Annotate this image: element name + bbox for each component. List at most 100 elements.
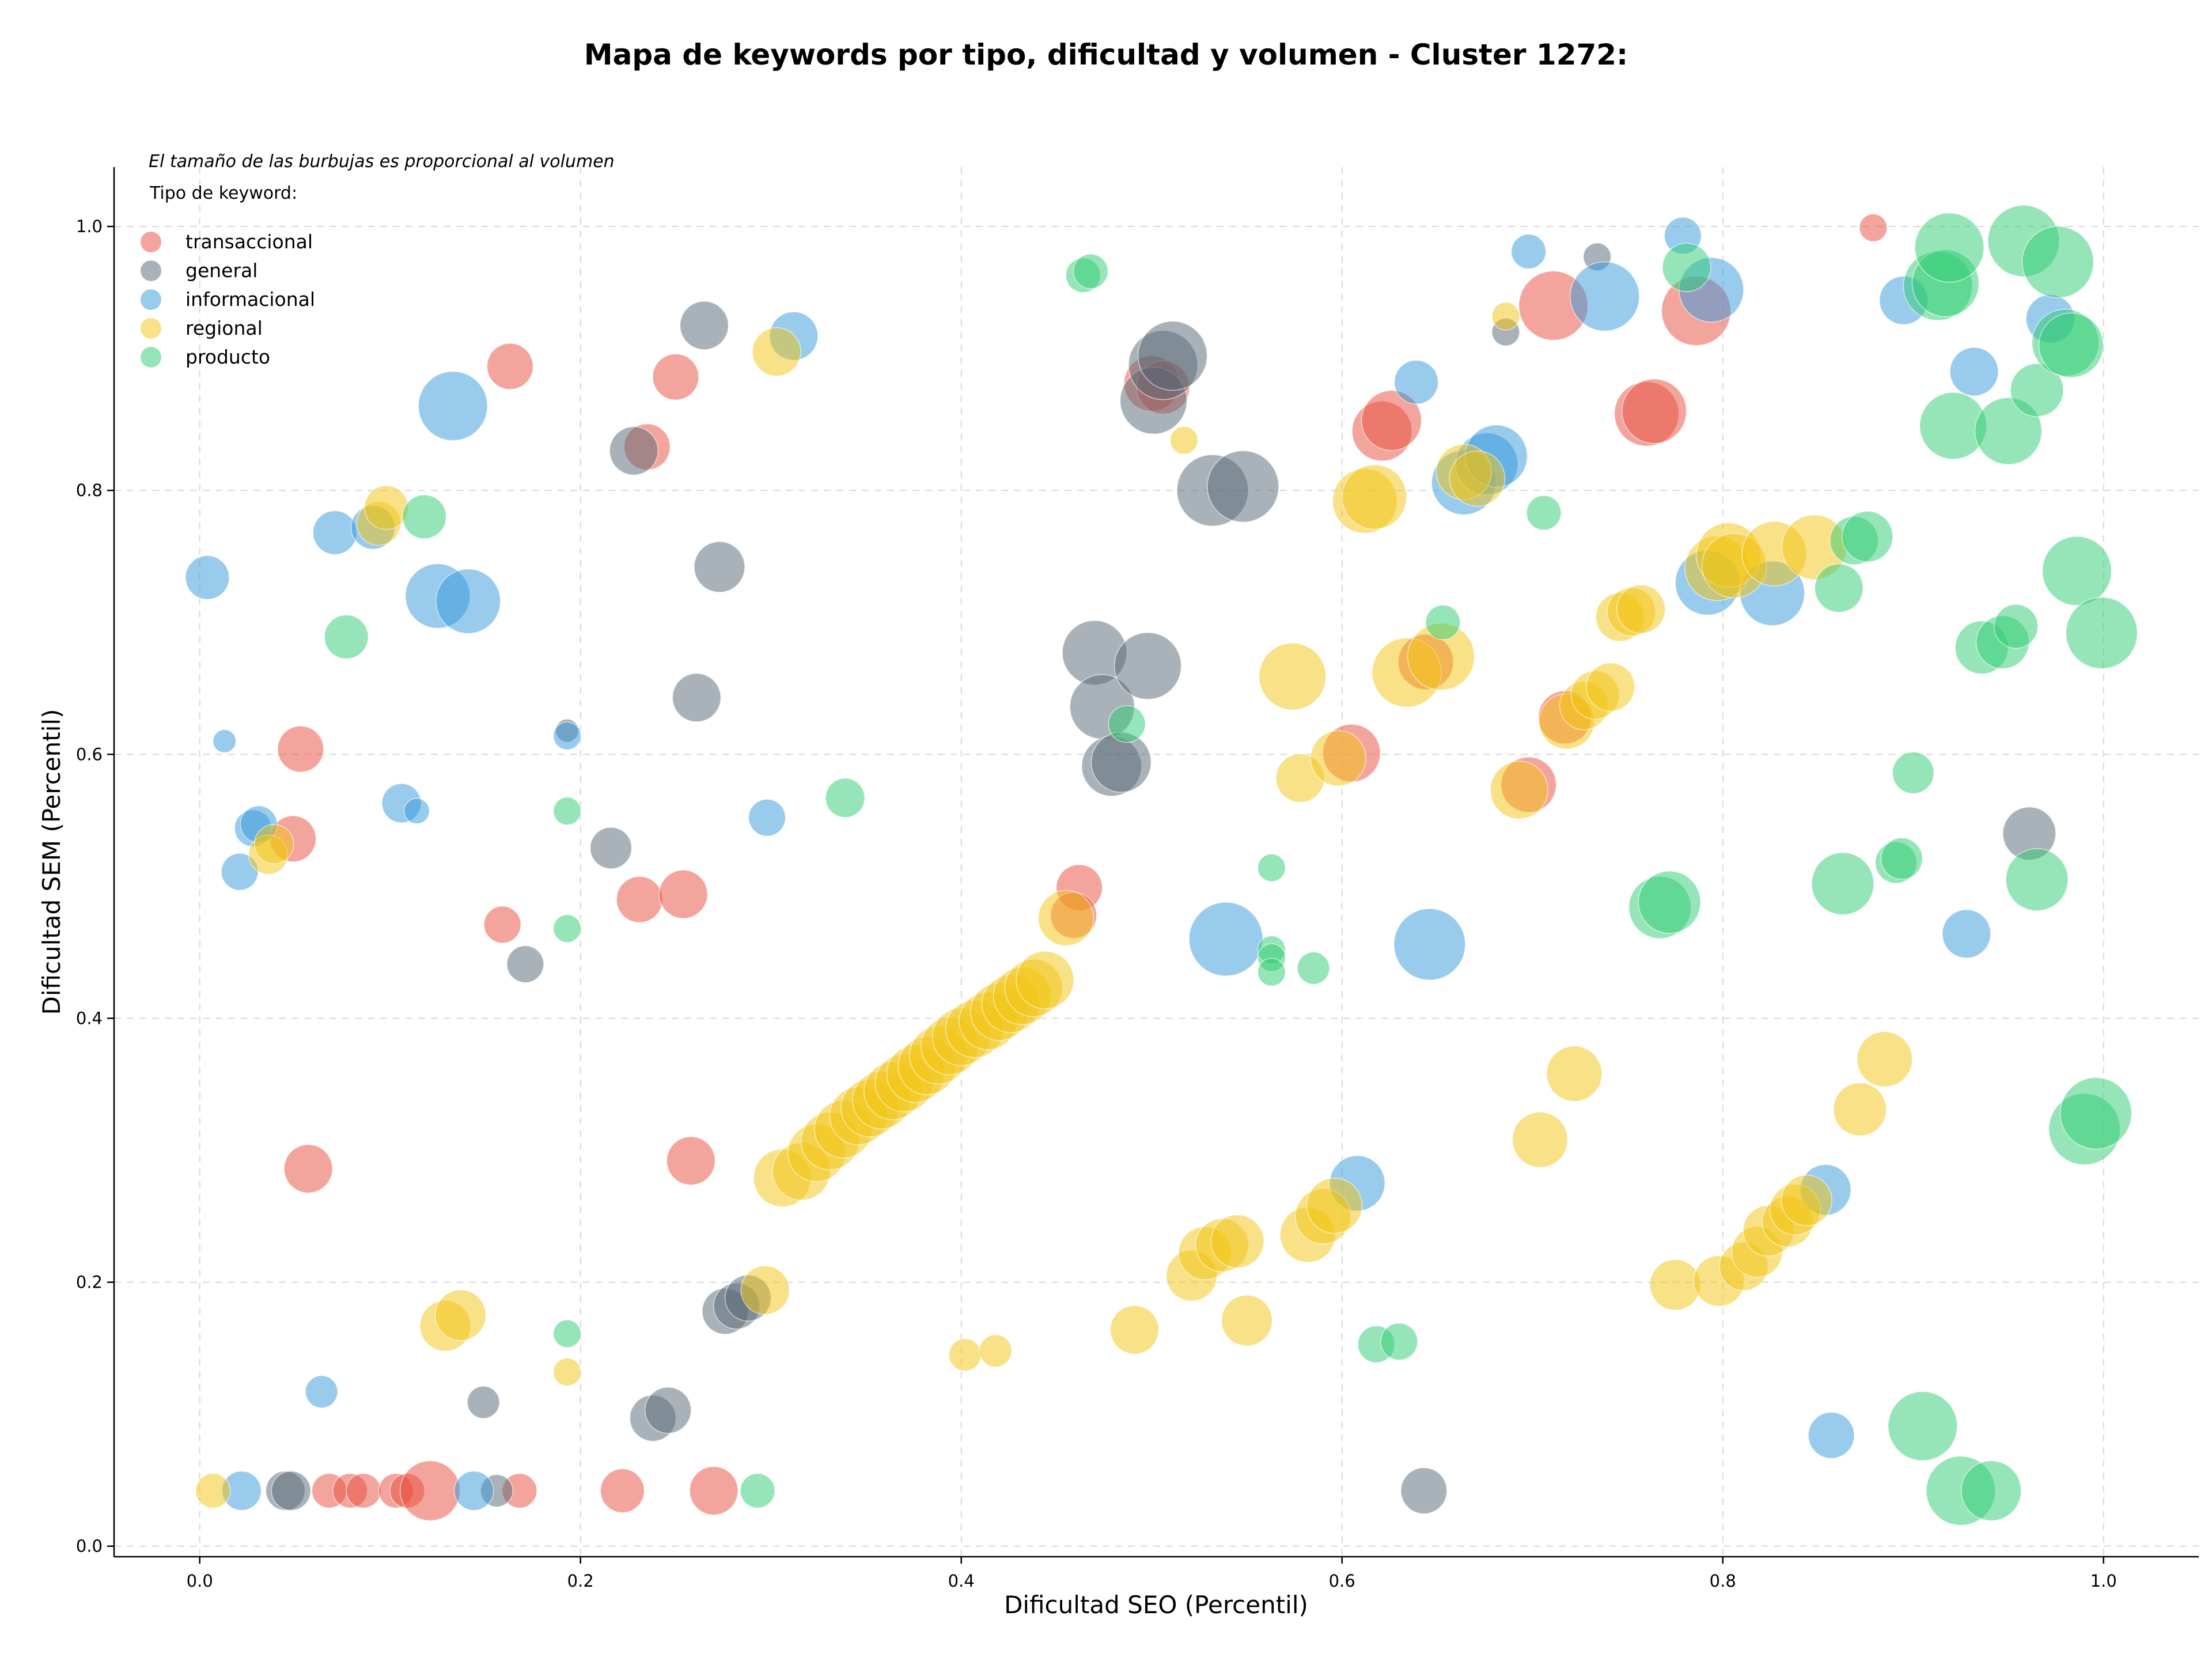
informacional-bubble (1570, 261, 1640, 332)
regional-bubble (363, 485, 409, 530)
legend-label-general: general (185, 259, 257, 282)
regional-bubble (195, 1473, 231, 1509)
x-tick-label: 0.2 (567, 1571, 594, 1591)
legend-marker-transaccional (141, 232, 161, 252)
general-bubble (1137, 320, 1208, 391)
y-axis-label: Dificultad SEM (Percentil) (37, 709, 66, 1015)
transaccional-bubble (283, 1144, 333, 1194)
producto-bubble (825, 778, 865, 818)
producto-bubble (2041, 536, 2112, 606)
legend-marker-producto (141, 347, 161, 368)
legend-marker-general (141, 260, 161, 281)
general-bubble (271, 1470, 312, 1511)
regional-bubble (1449, 450, 1506, 507)
general-bubble (679, 301, 729, 350)
regional-bubble (1169, 426, 1199, 455)
producto-bubble (1888, 1391, 1958, 1461)
producto-bubble (552, 914, 582, 943)
legend-title: Tipo de keyword: (149, 183, 297, 203)
x-tick-label: 0.6 (1329, 1571, 1355, 1591)
legend-marker-informacional (141, 289, 161, 310)
informacional-bubble (1188, 902, 1263, 977)
producto-bubble (1993, 604, 2039, 649)
regional-bubble (1616, 584, 1666, 634)
informacional-bubble (435, 568, 501, 634)
y-tick-label: 0.6 (76, 744, 103, 764)
y-tick-label: 1.0 (76, 217, 103, 236)
producto-bubble (2005, 848, 2069, 911)
regional-bubble (1221, 1295, 1273, 1346)
general-bubble (467, 1386, 500, 1419)
general-bubble (1113, 632, 1182, 700)
transaccional-bubble (486, 343, 534, 390)
legend-label-transaccional: transaccional (185, 230, 313, 253)
x-tick-label: 0.8 (1710, 1571, 1736, 1591)
producto-bubble (2021, 226, 2094, 298)
series-producto (324, 205, 2138, 1526)
informacional-bubble (453, 1470, 494, 1511)
tick-layer: 0.0 0.2 0.4 0.6 0.8 1.0 0.0 0.2 0.4 0.6 0.8 1.0 (76, 217, 2117, 1591)
legend: transaccional general informacional regiona… (141, 230, 315, 368)
producto-bubble (1892, 751, 1934, 794)
regional-bubble (253, 824, 294, 864)
legend-label-informacional: informacional (185, 288, 315, 311)
y-tick-label: 0.2 (76, 1273, 103, 1292)
regional-bubble (1037, 890, 1094, 947)
regional-bubble (1546, 1045, 1603, 1102)
y-tick-label: 0.0 (76, 1537, 103, 1556)
general-bubble (694, 541, 745, 593)
producto-bubble (2059, 1077, 2133, 1150)
x-axis-label: Dificultad SEO (Percentil) (1004, 1591, 1308, 1619)
informacional-bubble (403, 798, 430, 824)
general-bubble (645, 1386, 692, 1434)
x-tick-label: 0.4 (948, 1571, 975, 1591)
informacional-bubble (185, 555, 230, 600)
legend-marker-regional (141, 318, 161, 339)
producto-bubble (1257, 853, 1286, 883)
informacional-bubble (305, 1375, 338, 1409)
informacional-bubble (748, 799, 786, 837)
producto-bubble (1961, 1460, 2022, 1522)
informacional-bubble (552, 721, 582, 750)
regional-bubble (948, 1338, 982, 1372)
general-bubble (1207, 450, 1279, 523)
producto-bubble (1842, 510, 1893, 563)
transaccional-bubble (1622, 379, 1687, 444)
legend-label-producto: producto (185, 346, 270, 368)
general-bubble (672, 673, 722, 722)
regional-bubble (1585, 662, 1635, 712)
informacional-bubble (1393, 360, 1439, 405)
regional-bubble (1016, 951, 1074, 1009)
informacional-bubble (1393, 908, 1466, 981)
regional-bubble (434, 1289, 487, 1341)
producto-bubble (1662, 243, 1711, 292)
producto-bubble (1380, 1322, 1418, 1361)
producto-bubble (1425, 604, 1461, 641)
producto-bubble (552, 1319, 582, 1348)
grid-layer (114, 167, 2199, 1557)
bubble-layer (185, 205, 2138, 1526)
general-bubble (589, 827, 632, 869)
regional-bubble (552, 1357, 582, 1387)
informacional-bubble (312, 510, 358, 555)
series-regional (195, 302, 1913, 1509)
regional-bubble (1306, 1177, 1363, 1234)
informacional-bubble (1942, 909, 1991, 959)
producto-bubble (740, 1473, 775, 1509)
transaccional-bubble (277, 725, 324, 773)
producto-bubble (1073, 253, 1109, 289)
producto-bubble (2065, 596, 2138, 669)
informacional-bubble (212, 729, 237, 754)
series-general (265, 243, 2056, 1515)
regional-bubble (1490, 760, 1548, 819)
producto-bubble (1914, 212, 1984, 283)
producto-bubble (402, 494, 447, 539)
regional-bubble (1856, 1031, 1913, 1088)
producto-bubble (2010, 363, 2064, 417)
regional-bubble (1649, 1259, 1701, 1311)
transaccional-bubble (652, 353, 699, 400)
bubble-size-note: El tamaño de las burbujas es proporciona… (149, 152, 615, 172)
producto-bubble (1811, 852, 1874, 915)
regional-bubble (1342, 464, 1407, 530)
producto-bubble (324, 614, 369, 660)
